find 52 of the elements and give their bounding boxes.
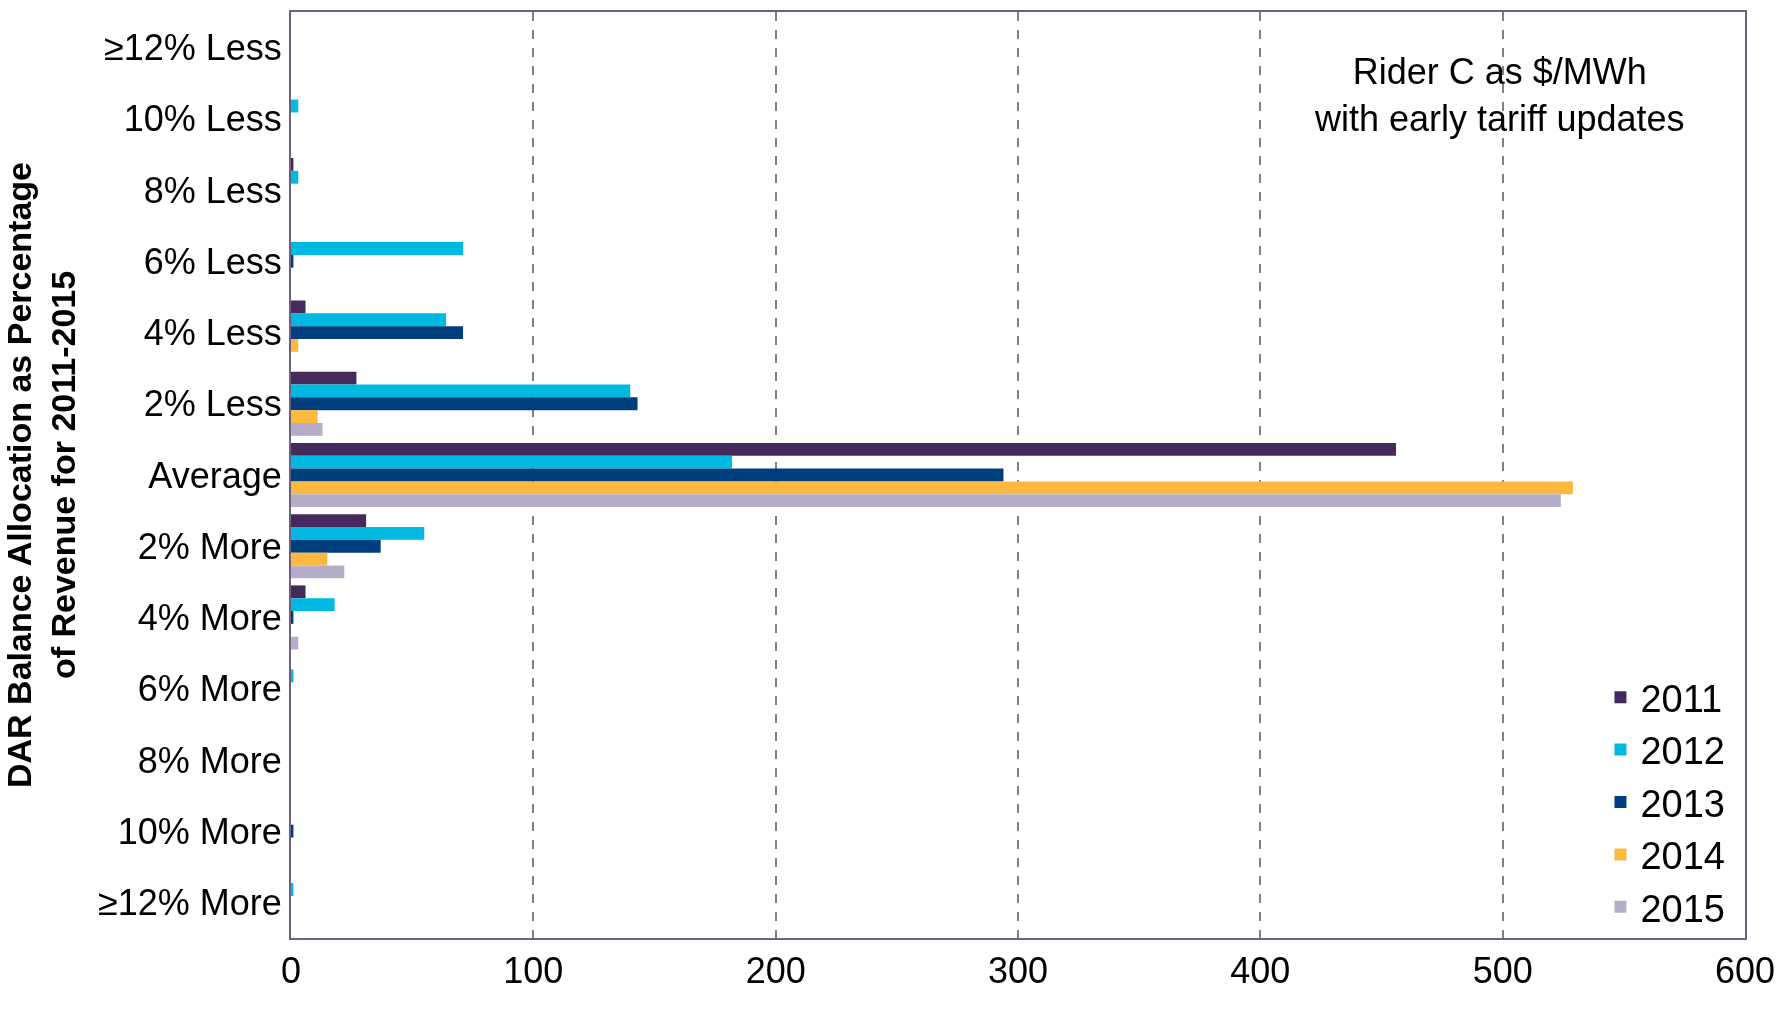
x-tick-label: 300 xyxy=(987,950,1049,992)
bar xyxy=(291,442,1397,456)
legend-label: 2011 xyxy=(1640,678,1723,721)
bar xyxy=(291,455,733,469)
x-tick-label: 500 xyxy=(1472,950,1533,992)
legend-label: 2013 xyxy=(1640,782,1726,825)
x-tick-label: 0 xyxy=(280,950,302,992)
bar xyxy=(291,384,631,398)
bar xyxy=(291,514,367,527)
bar xyxy=(291,242,464,255)
legend-label: 2012 xyxy=(1640,730,1726,773)
y-tick-label: 4% Less xyxy=(143,312,282,354)
x-tick-label: 100 xyxy=(503,950,564,992)
bar xyxy=(291,481,1573,495)
bar xyxy=(291,585,306,599)
y-tick-label: 8% More xyxy=(137,739,282,781)
bar xyxy=(291,423,323,436)
x-tick-label: 400 xyxy=(1230,950,1291,992)
y-tick-label: 2% More xyxy=(137,525,282,567)
bar xyxy=(291,527,425,540)
bar xyxy=(291,326,464,339)
bar xyxy=(291,636,299,650)
bar xyxy=(291,539,381,553)
bar xyxy=(291,397,638,411)
bar xyxy=(291,410,318,423)
y-tick-label: Average xyxy=(148,454,282,496)
bar xyxy=(291,468,1004,482)
bar xyxy=(291,494,1561,508)
y-tick-label: 6% Less xyxy=(143,240,282,282)
y-tick-label: ≥12% More xyxy=(97,881,282,923)
bar xyxy=(291,598,335,612)
annotation: Rider C as $/MWh with early tariff updates xyxy=(1314,51,1685,139)
y-tick-label: 4% More xyxy=(137,597,282,639)
x-tick-label: 600 xyxy=(1714,950,1776,992)
bar xyxy=(291,371,357,385)
y-tick-label: 10% More xyxy=(117,810,282,852)
y-tick-label: 10% Less xyxy=(123,98,282,140)
x-tick-label: 200 xyxy=(745,950,806,992)
y-tick-label: 2% Less xyxy=(143,383,282,425)
y-tick-label: ≥12% Less xyxy=(103,27,282,69)
bar xyxy=(291,338,299,352)
y-tick-label: 6% More xyxy=(137,668,282,710)
bar xyxy=(291,313,447,327)
bar xyxy=(291,565,345,579)
bar xyxy=(291,300,306,314)
y-tick-label: 8% Less xyxy=(143,169,282,211)
legend-label: 2015 xyxy=(1640,887,1726,930)
legend-label: 2014 xyxy=(1640,835,1726,878)
y-axis-title: DAR Balance Allocation as Percentage of Revenue for 2011-2015 xyxy=(0,161,83,789)
bar xyxy=(291,170,299,184)
bar xyxy=(291,99,299,113)
bar xyxy=(291,552,328,566)
